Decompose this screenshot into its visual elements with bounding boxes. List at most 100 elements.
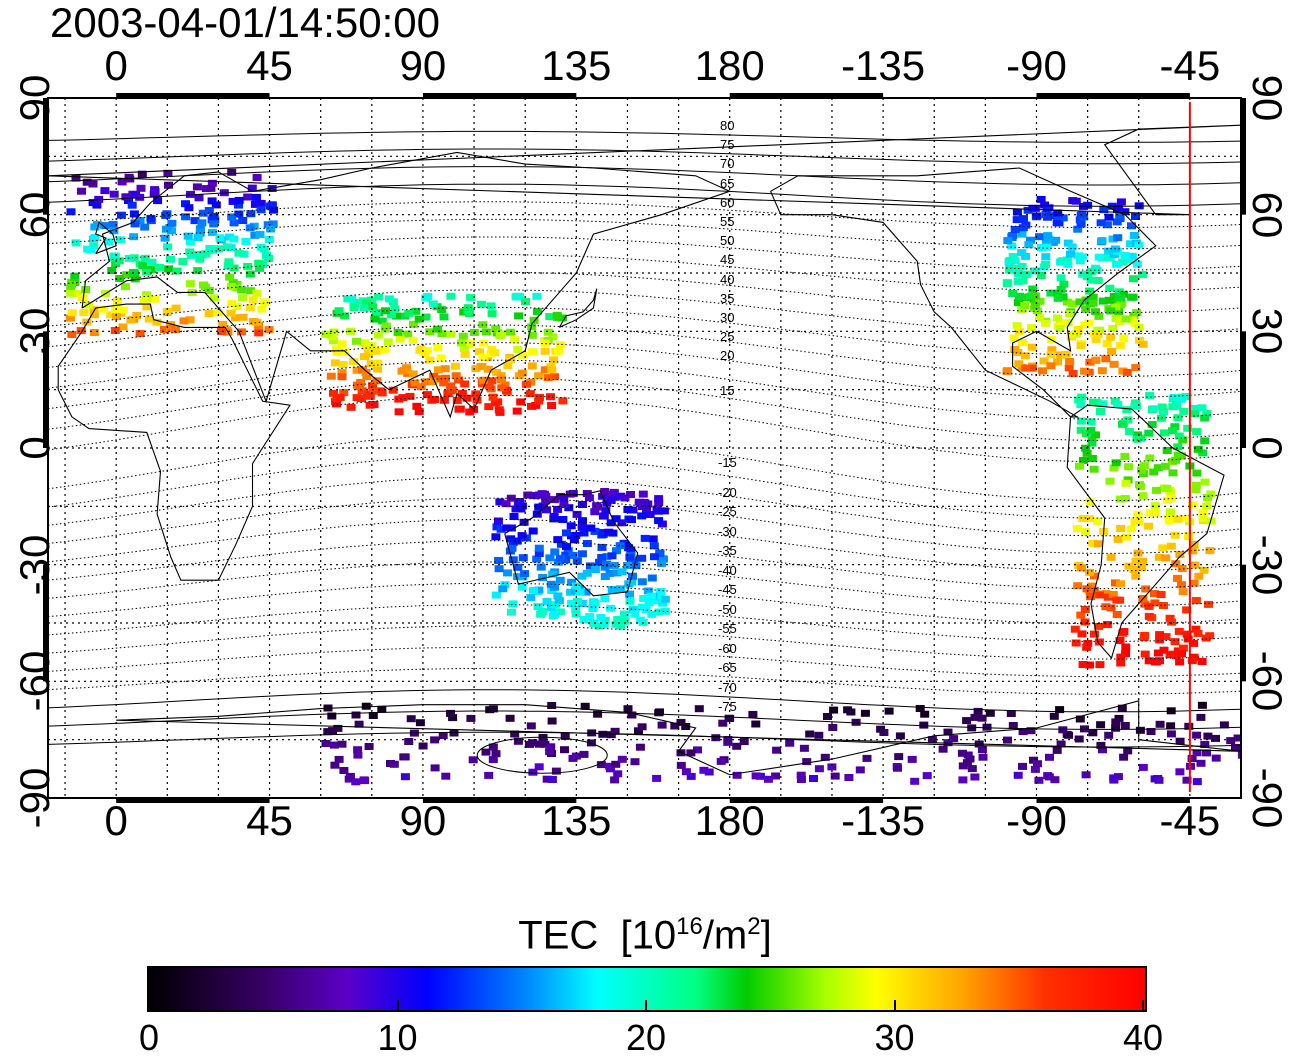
tec-cell [377, 705, 387, 713]
tec-cell [554, 347, 564, 355]
tec-cell [527, 331, 537, 339]
tec-cell [139, 297, 149, 304]
tec-cell [630, 610, 640, 618]
tec-cell [686, 772, 696, 780]
tec-cell [360, 777, 370, 785]
tec-cell [560, 746, 569, 754]
tec-cell [446, 709, 455, 717]
tec-cell [1202, 749, 1211, 757]
tec-cell [268, 220, 278, 228]
coastline [57, 303, 291, 581]
tec-cell [1028, 285, 1038, 293]
tec-cell [234, 201, 243, 209]
tec-cell [364, 743, 374, 750]
tec-cell [1078, 270, 1088, 278]
tec-cell [699, 766, 709, 774]
tec-cell [264, 326, 274, 334]
tec-cell [1070, 625, 1080, 633]
tec-cell [716, 757, 726, 765]
tec-cell [1059, 280, 1069, 288]
tec-cell [73, 290, 83, 298]
tec-cell [600, 573, 610, 580]
tec-cell [635, 743, 645, 751]
tec-cell [238, 313, 248, 321]
tec-cell [352, 337, 361, 345]
tec-cell [616, 622, 626, 630]
tec-cell [965, 755, 975, 763]
tec-cell [1198, 508, 1208, 516]
tec-cell [466, 714, 476, 722]
tec-cell [516, 398, 526, 406]
tec-cell [403, 330, 413, 338]
tec-cell [332, 348, 342, 356]
tec-cell [1104, 247, 1114, 255]
tec-cell [1036, 272, 1046, 279]
tec-cell [637, 554, 647, 562]
tec-cell [383, 338, 393, 346]
tec-cell [555, 341, 565, 349]
tec-cell [1093, 326, 1103, 334]
tec-cell [623, 506, 633, 513]
tec-cell [127, 201, 137, 209]
tec-cell [503, 569, 513, 577]
tec-cell [209, 212, 219, 220]
tec-cell [333, 724, 343, 732]
tec-cell [1090, 630, 1099, 638]
tec-cell [494, 557, 504, 564]
mag-contour [48, 148, 1241, 165]
tec-cell [360, 353, 369, 361]
tec-cell [1114, 204, 1124, 212]
tec-cell [1032, 307, 1042, 315]
tec-cell [1204, 600, 1213, 608]
tec-cell [1123, 747, 1133, 755]
tec-cell [1078, 515, 1088, 523]
tec-cell [1129, 275, 1138, 283]
tec-cell [589, 620, 599, 627]
tec-cell [245, 224, 255, 232]
tec-cell [593, 710, 603, 718]
tec-cell [140, 254, 150, 262]
lat-tick-right: 60 [1244, 191, 1291, 239]
tec-cell [1116, 659, 1126, 667]
tec-cell [551, 767, 561, 775]
tec-cell [1064, 364, 1074, 372]
tec-cell [1193, 445, 1203, 453]
tec-cell [1105, 284, 1115, 292]
tec-cell [654, 608, 664, 616]
tec-cell [627, 516, 636, 524]
tec-cell [531, 401, 541, 409]
lon-tick-top: 180 [694, 42, 765, 89]
tec-cell [1177, 452, 1186, 460]
tec-cell [1135, 726, 1145, 734]
tec-cell [1231, 744, 1240, 751]
tec-cell [1078, 661, 1088, 668]
tec-cell [572, 557, 582, 565]
tec-cell [647, 610, 657, 618]
tec-cell [1153, 649, 1163, 657]
tec-cell [66, 284, 76, 292]
tec-cell [260, 298, 270, 306]
tec-cell [1067, 243, 1077, 251]
tec-cell [533, 603, 543, 611]
tec-cell [1197, 658, 1207, 665]
tec-cell [1047, 346, 1057, 354]
tec-cell [1171, 456, 1181, 464]
tec-cell [345, 772, 355, 780]
tec-cell [1065, 358, 1075, 365]
tec-cell [1071, 197, 1081, 205]
tec-cell [421, 378, 431, 386]
tec-cell [1089, 398, 1099, 406]
tec-cell [1145, 392, 1155, 399]
tec-cell [1021, 364, 1031, 372]
tec-cell [328, 337, 338, 345]
tec-cell [1183, 635, 1193, 643]
tec-cell [958, 776, 968, 784]
tec-cell [1033, 760, 1042, 768]
tec-cell [232, 303, 242, 311]
tec-cell [337, 369, 347, 377]
tec-cell [558, 516, 568, 523]
tec-cell [1078, 456, 1088, 464]
tec-cell [216, 328, 226, 335]
tec-cell [1095, 591, 1105, 599]
tec-cell [1104, 731, 1114, 739]
